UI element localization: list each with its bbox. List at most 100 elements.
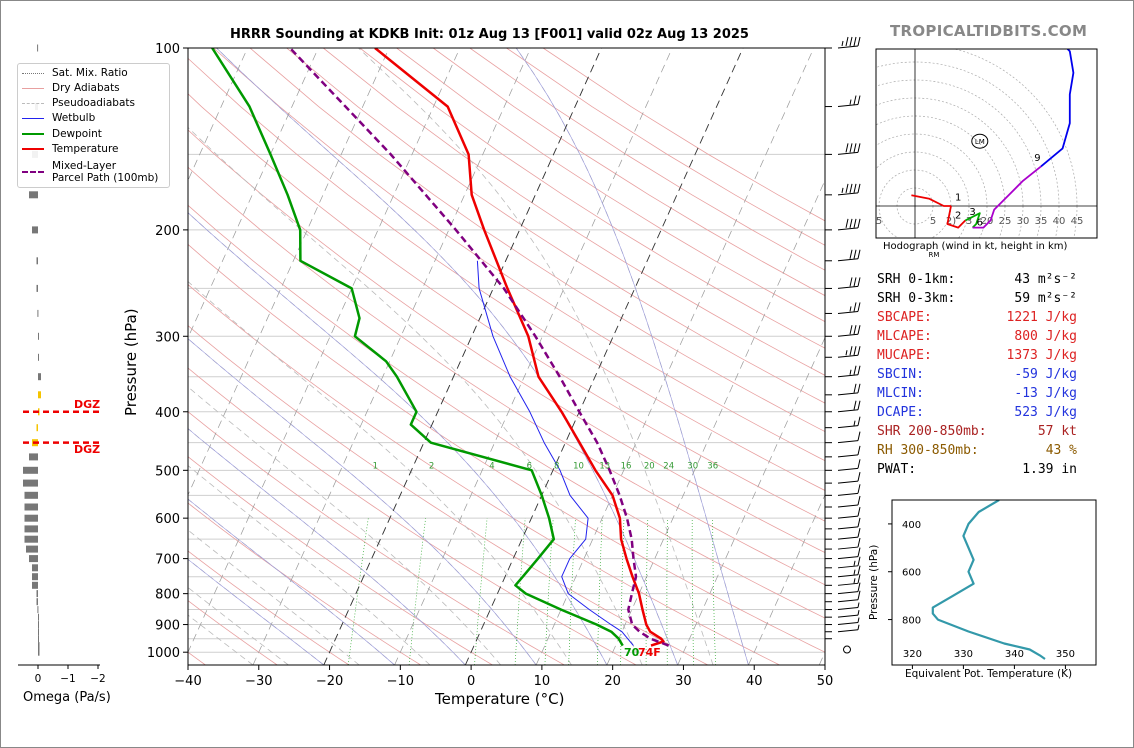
barb-full xyxy=(853,95,857,105)
barb-full xyxy=(853,346,857,356)
mixing-ratio-line xyxy=(691,518,695,665)
wind-barb xyxy=(837,218,861,231)
mixing-ratio-label: 4 xyxy=(489,461,494,471)
mixing-ratio-line xyxy=(712,518,716,665)
barb-half xyxy=(853,560,856,566)
barb-full xyxy=(857,445,861,455)
legend: Sat. Mix. Ratio Dry Adiabats Pseudoadiab… xyxy=(17,63,170,188)
mixing-ratio-label: 36 xyxy=(707,461,718,471)
barb-full xyxy=(845,218,849,228)
mixing-ratio-line xyxy=(597,518,603,665)
y-tick-label: 800 xyxy=(155,588,180,603)
series-dewpoint xyxy=(211,48,624,647)
barb-full xyxy=(857,143,861,153)
barb-staff xyxy=(837,354,859,358)
parameter-key: PWAT: xyxy=(877,462,917,477)
series-wetbulb xyxy=(476,260,634,646)
wind-barb xyxy=(837,574,861,586)
barb-half xyxy=(849,369,852,375)
mixing-ratio-label: 10 xyxy=(573,461,584,471)
mixing-ratio-line xyxy=(474,518,488,665)
x-tick-label: 40 xyxy=(746,674,763,689)
legend-item: Wetbulb xyxy=(22,112,95,124)
wind-barb xyxy=(837,556,861,569)
barb-full xyxy=(845,183,849,193)
dry-adiabat xyxy=(188,129,825,554)
barb-full xyxy=(857,218,861,228)
parameter-value: 1221 J/kg xyxy=(1006,310,1077,325)
moist-adiabat xyxy=(216,48,679,665)
isotherm xyxy=(188,48,248,182)
barb-full xyxy=(845,143,849,153)
wind-barb xyxy=(837,537,861,550)
wind-barb xyxy=(837,484,861,496)
barb-staff xyxy=(837,591,859,595)
barb-staff xyxy=(837,546,859,550)
dry-adiabat xyxy=(188,57,825,491)
wind-barb xyxy=(837,249,861,262)
parameter-value: 57 kt xyxy=(1037,424,1077,439)
mixing-ratio-line xyxy=(544,518,554,665)
barb-full xyxy=(857,547,861,557)
hodograph-caption: Hodograph (wind in kt, height in km) xyxy=(883,241,1068,252)
barb-staff xyxy=(837,392,859,396)
wind-barb xyxy=(837,507,861,519)
parameter-key: SBCAPE: xyxy=(877,310,932,325)
isotherm xyxy=(188,48,390,496)
barb-full xyxy=(857,346,861,356)
surface-dewpoint-label: 70 xyxy=(624,646,640,659)
barb-staff xyxy=(837,536,859,540)
isotherm xyxy=(188,48,461,654)
isotherm xyxy=(606,179,825,665)
legend-item: Dry Adiabats xyxy=(22,82,120,94)
wind-barb xyxy=(837,416,861,429)
saturated-adiabat xyxy=(216,48,678,665)
barb-staff xyxy=(837,629,859,633)
mixing-ratio-label: 20 xyxy=(644,461,655,471)
barb-full xyxy=(849,346,853,356)
mixing-ratio-line xyxy=(347,518,369,665)
parameter-value: 523 J/kg xyxy=(1014,405,1077,420)
barb-full xyxy=(857,416,861,426)
barb-half xyxy=(857,624,860,630)
dry-adiabat xyxy=(249,48,825,433)
parameter-row: DCAPE: 523 J/kg xyxy=(877,405,1087,423)
isotherm xyxy=(252,48,531,665)
barb-half xyxy=(845,350,848,356)
barb-staff xyxy=(837,526,859,530)
mixing-ratio-label: 16 xyxy=(621,461,632,471)
barb-full xyxy=(857,365,861,375)
barb-staff xyxy=(837,227,859,231)
wind-barb xyxy=(837,183,861,196)
dry-adiabat xyxy=(323,48,825,376)
x-tick-label: 20 xyxy=(604,674,621,689)
isotherm xyxy=(535,48,815,665)
dry-adiabat xyxy=(188,502,421,665)
barb-full xyxy=(857,277,861,287)
isotherm xyxy=(677,336,825,665)
plot-frame xyxy=(187,47,826,666)
wind-barb xyxy=(837,547,861,560)
parameter-row: MLCAPE: 800 J/kg xyxy=(877,329,1087,347)
parameter-value: 43 % xyxy=(1045,443,1077,458)
y-tick-label: 200 xyxy=(155,224,180,239)
brand-watermark: TROPICALTIDBITS.COM xyxy=(890,22,1088,40)
barb-staff xyxy=(837,425,859,429)
barb-staff xyxy=(837,258,859,262)
mixing-ratio-line xyxy=(645,518,649,665)
parameter-row: SRH 0-3km: 59 m²s⁻² xyxy=(877,291,1087,309)
parameter-key: SBCIN: xyxy=(877,367,924,382)
saturated-adiabat xyxy=(188,338,537,665)
dgz-label-bottom: DGZ xyxy=(74,443,101,456)
parameter-value: -59 J/kg xyxy=(1014,367,1077,382)
barb-staff xyxy=(837,310,859,314)
barb-full xyxy=(857,400,861,410)
barb-full xyxy=(853,143,857,153)
barb-half xyxy=(857,602,860,608)
saturated-adiabat xyxy=(188,428,466,665)
isotherm-highlight xyxy=(323,48,602,665)
barb-half xyxy=(853,578,856,584)
chart-title: HRRR Sounding at KDKB Init: 01z Aug 13 [… xyxy=(230,27,749,42)
saturated-adiabat xyxy=(188,212,608,665)
dry-adiabat xyxy=(188,243,825,653)
